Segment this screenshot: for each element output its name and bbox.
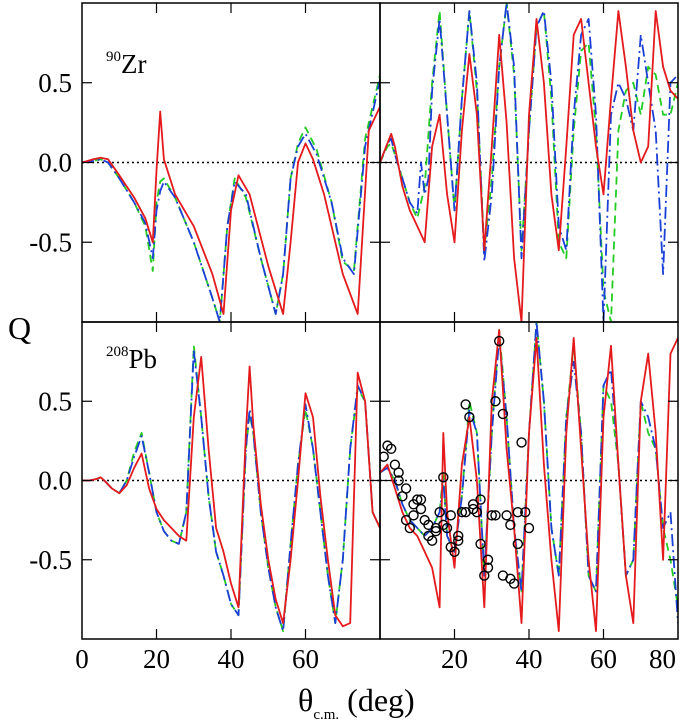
data-point [523,522,535,534]
panel-frame [379,321,679,640]
data-point [412,494,423,505]
plot-area-zr-high [380,3,678,322]
data-point [505,519,516,531]
data-point [380,451,389,462]
panel-zr-high [379,2,679,323]
data-point [415,503,427,515]
data-point [516,437,527,448]
y-tick-label: 0.5 [38,68,72,98]
data-point [434,507,445,518]
x-tick-label: 20 [143,644,170,674]
data-point [494,335,505,347]
series-line-1 [380,329,678,632]
series-line-3 [380,322,678,608]
plot-area-zr-low [82,74,380,322]
data-point [404,522,415,534]
data-point [453,535,464,546]
x-axis-label: θc.m. (deg) [298,682,415,723]
x-axis-label-main: θ [298,682,313,718]
x-tick-label: 20 [441,644,468,674]
y-axis-label: Q [8,310,31,346]
series-line-2 [82,79,380,322]
series-line-3 [380,3,678,322]
panel-label-element: Zr [121,49,146,79]
series-line-1 [82,356,380,628]
plot-area-pb-low [82,344,380,632]
series-line-1 [82,106,380,315]
data-point [400,483,412,494]
series-line-2 [380,322,678,624]
data-point [508,578,520,589]
series-line-2 [82,349,380,632]
data-point [482,554,494,565]
y-tick-label: 0.5 [38,386,72,416]
data-point [497,570,509,581]
data-point [490,510,501,521]
panel-label: 208Pb [106,344,157,374]
plot-area-pb-high [380,322,678,632]
series-line-3 [82,344,380,632]
data-point [512,507,524,518]
panel-frame [379,2,679,323]
panels-layer: 90Zr 208Pb [81,2,679,640]
data-point [467,503,479,515]
ticks-layer: 0.5 0.0 -0.5 0.5 0.0 -0.5 0 20 40 60 20 40 60 80 [29,3,678,674]
data-point [453,530,464,542]
data-point [438,519,449,531]
data-point [415,494,427,505]
data-point [408,510,419,521]
x-tick-label: 80 [649,644,676,674]
data-point [445,510,456,521]
data-point [393,475,404,486]
series-line-1 [380,10,678,322]
y-tick-label: 0.0 [38,148,72,178]
panel-label-mass: 208 [106,344,129,360]
data-point [385,443,397,454]
data-point [438,472,449,483]
x-axis-label-unit: (deg) [339,682,415,718]
panel-zr-low: 90Zr [81,2,381,323]
data-point [426,535,438,546]
data-point [464,411,475,423]
panel-label-element: Pb [129,344,158,374]
series-line-2 [380,3,678,322]
x-tick-label: 40 [516,644,543,674]
data-point [423,519,434,531]
x-tick-label: 0 [75,644,89,674]
x-tick-label: 40 [218,644,245,674]
data-point [460,399,471,410]
x-tick-label: 60 [292,644,319,674]
data-point [393,467,404,478]
x-tick-label: 60 [590,644,617,674]
x-axis-label-sub: c.m. [313,707,339,723]
y-tick-label: 0.0 [38,466,72,496]
panel-pb-low: 208Pb [81,321,381,640]
data-point [497,408,509,420]
data-point [430,526,442,537]
data-point [449,546,460,558]
data-point [475,538,486,550]
panel-pb-high [379,321,679,640]
data-point [486,510,497,521]
panel-label-mass: 90 [106,49,121,65]
data-point [475,494,486,505]
data-point [482,562,494,573]
data-point [501,510,512,521]
series-line-3 [82,74,380,322]
data-point [456,507,468,518]
panel-label: 90Zr [106,49,146,79]
data-point [512,538,524,550]
y-tick-label: -0.5 [29,227,72,257]
y-tick-label: -0.5 [29,545,72,575]
data-point [520,507,531,518]
data-point [490,396,501,407]
